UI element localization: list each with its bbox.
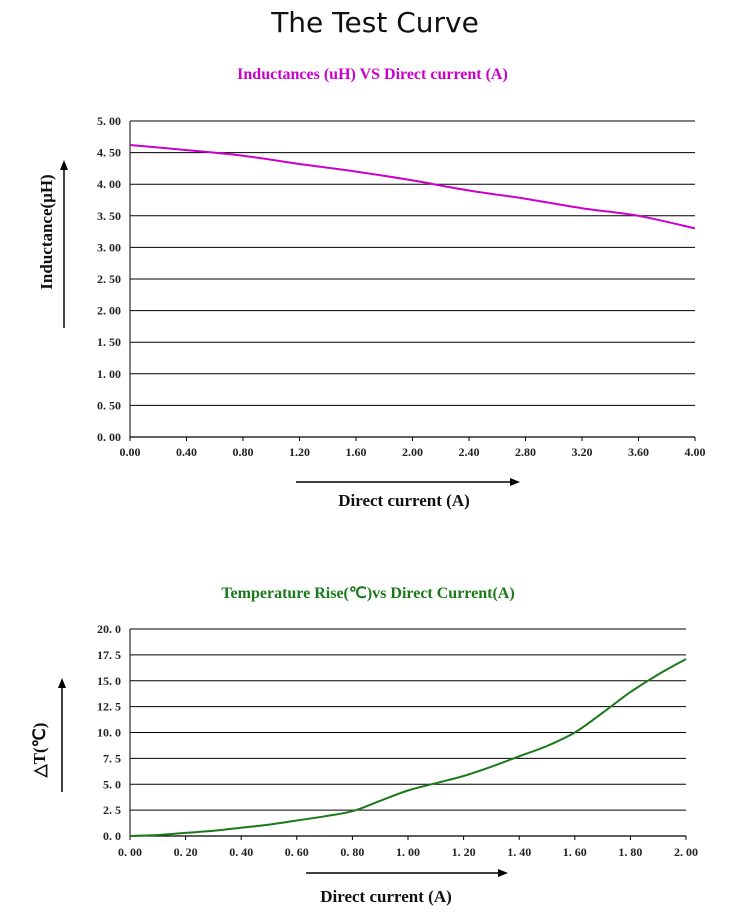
x-axis-arrowhead (510, 478, 520, 486)
chart-title: Inductances (uH) VS Direct current (A) (237, 66, 508, 83)
x-axis-label: Direct current (A) (338, 491, 470, 510)
chart-1: Inductances (uH) VS Direct current (A) 0.… (37, 66, 706, 510)
x-tick-label: 1.60 (346, 445, 367, 459)
x-tick-label: 4.00 (685, 445, 706, 459)
y-tick-label: 12. 5 (97, 700, 121, 714)
x-tick-label: 1. 40 (507, 845, 531, 859)
x-tick-label: 2.00 (402, 445, 423, 459)
y-tick-label: 3. 50 (97, 209, 121, 223)
x-tick-label: 0. 00 (118, 845, 142, 859)
y-axis-label: Inductance(μH) (37, 174, 56, 289)
x-tick-label: 1. 80 (618, 845, 642, 859)
x-tick-label: 2.80 (515, 445, 536, 459)
y-axis-arrowhead (58, 678, 66, 688)
y-tick-label: 3. 00 (97, 240, 121, 254)
y-tick-label: 5. 00 (97, 114, 121, 128)
y-tick-label: 17. 5 (97, 648, 121, 662)
x-tick-label: 1. 00 (396, 845, 420, 859)
y-tick-label: 2. 5 (103, 803, 121, 817)
y-tick-label: 2. 00 (97, 304, 121, 318)
x-tick-label: 0. 80 (340, 845, 364, 859)
x-tick-label: 3.60 (628, 445, 649, 459)
y-tick-label: 4. 50 (97, 146, 121, 160)
x-axis-label: Direct current (A) (320, 887, 452, 906)
chart-2: Temperature Rise(℃)vs Direct Current(A) 0… (30, 585, 698, 906)
x-tick-label: 2. 00 (674, 845, 698, 859)
y-tick-label: 5. 0 (103, 777, 121, 791)
page-title: The Test Curve (271, 6, 479, 39)
x-tick-label: 0.40 (176, 445, 197, 459)
y-tick-label: 20. 0 (97, 622, 121, 636)
x-tick-label: 0. 20 (174, 845, 198, 859)
x-tick-label: 1.20 (289, 445, 310, 459)
x-tick-label: 1. 60 (563, 845, 587, 859)
y-tick-label: 15. 0 (97, 674, 121, 688)
x-tick-label: 0. 40 (229, 845, 253, 859)
y-tick-label: 1. 00 (97, 367, 121, 381)
y-axis-arrowhead (60, 160, 68, 170)
y-tick-label: 0. 00 (97, 430, 121, 444)
y-tick-label: 2. 50 (97, 272, 121, 286)
x-tick-label: 3.20 (572, 445, 593, 459)
series-line-1 (129, 144, 696, 230)
y-tick-label: 4. 00 (97, 177, 121, 191)
x-tick-label: 2.40 (459, 445, 480, 459)
x-tick-label: 1. 20 (452, 845, 476, 859)
y-tick-label: 0. 50 (97, 398, 121, 412)
x-tick-label: 0.00 (120, 445, 141, 459)
series-line-1 (129, 658, 687, 837)
y-axis-label: △T(℃) (30, 723, 49, 779)
x-tick-label: 0. 60 (285, 845, 309, 859)
y-tick-label: 0. 0 (103, 829, 121, 843)
y-tick-label: 1. 50 (97, 335, 121, 349)
chart-title: Temperature Rise(℃)vs Direct Current(A) (221, 585, 514, 602)
x-tick-label: 0.80 (233, 445, 254, 459)
y-tick-label: 7. 5 (103, 751, 121, 765)
x-axis-arrowhead (498, 869, 508, 877)
y-tick-label: 10. 0 (97, 726, 121, 740)
